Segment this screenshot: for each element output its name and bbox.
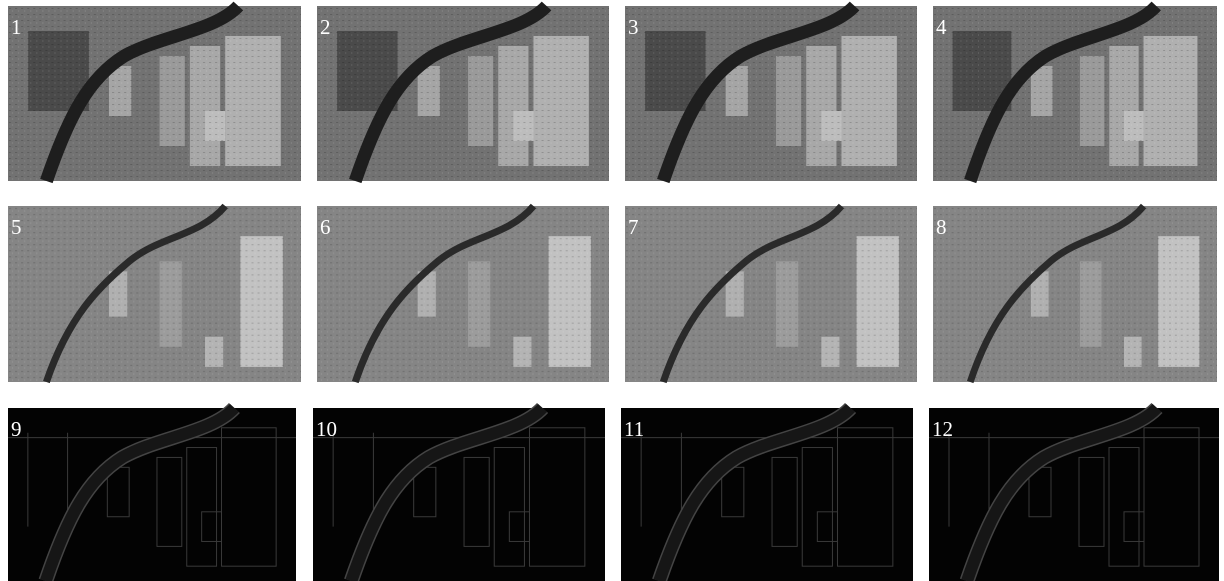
panel-label: 5 — [11, 215, 22, 239]
panel-label: 9 — [11, 417, 22, 441]
panel: 9 — [8, 408, 296, 581]
panel: 6 — [317, 206, 609, 382]
panel: 12 — [929, 408, 1219, 581]
panel-image — [625, 6, 917, 181]
panel-image — [933, 206, 1217, 382]
panel-image — [8, 408, 296, 581]
panel-image — [625, 206, 917, 382]
panel: 1 — [8, 6, 301, 181]
panel: 10 — [313, 408, 605, 581]
panel-image — [621, 408, 913, 581]
panel-image — [8, 6, 301, 181]
panel-label: 2 — [320, 15, 331, 39]
panel-label: 12 — [932, 417, 953, 441]
figure: 123456789101112 — [0, 0, 1224, 581]
panel: 11 — [621, 408, 913, 581]
panel-label: 8 — [936, 215, 947, 239]
panel: 5 — [8, 206, 301, 382]
panel: 8 — [933, 206, 1217, 382]
panel-label: 10 — [316, 417, 337, 441]
panel: 7 — [625, 206, 917, 382]
panel-label: 4 — [936, 15, 947, 39]
panel-image — [317, 206, 609, 382]
panel-image — [933, 6, 1217, 181]
panel-image — [313, 408, 605, 581]
panel: 3 — [625, 6, 917, 181]
panel-label: 11 — [624, 417, 644, 441]
panel-label: 7 — [628, 215, 639, 239]
panel-label: 1 — [11, 15, 22, 39]
panel-image — [8, 206, 301, 382]
panel-label: 3 — [628, 15, 639, 39]
panel-image — [929, 408, 1219, 581]
panel-image — [317, 6, 609, 181]
panel: 2 — [317, 6, 609, 181]
panel: 4 — [933, 6, 1217, 181]
panel-label: 6 — [320, 215, 331, 239]
